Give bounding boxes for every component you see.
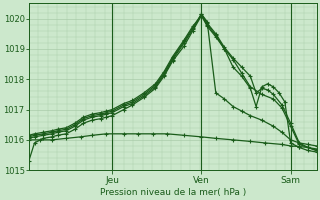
X-axis label: Pression niveau de la mer( hPa ): Pression niveau de la mer( hPa )	[100, 188, 246, 197]
